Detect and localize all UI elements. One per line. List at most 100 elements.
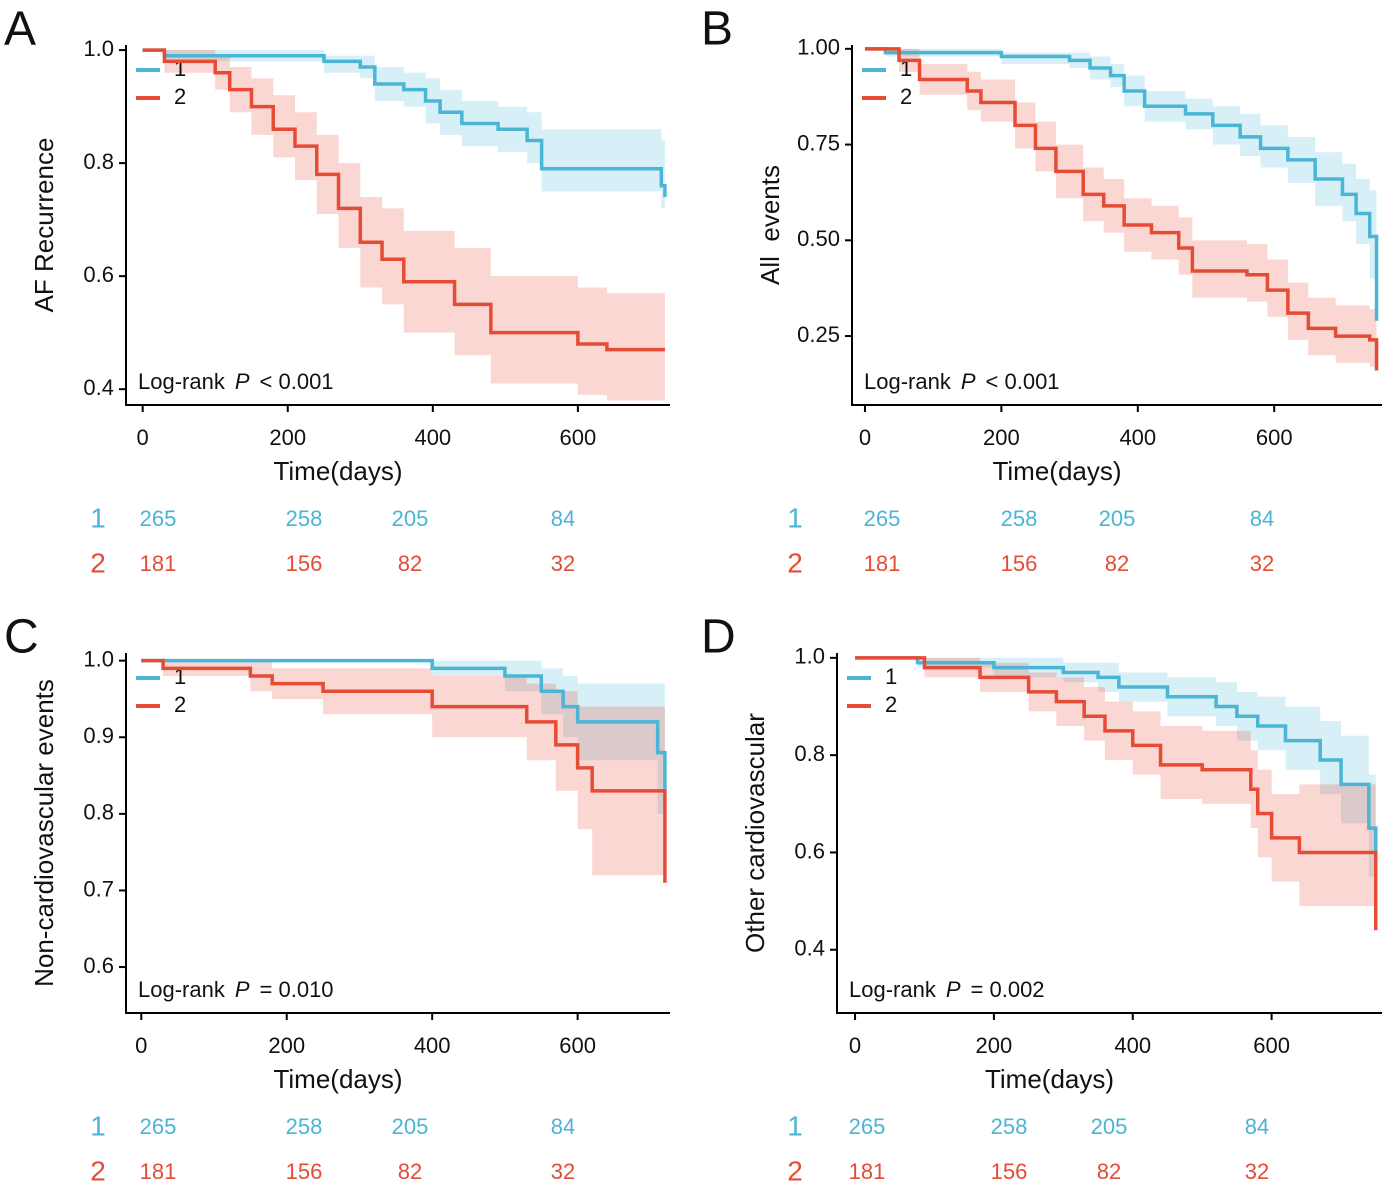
risk-row-label: 2 [787,1155,803,1186]
survival-curve [141,658,667,883]
x-tick-label: 400 [1114,1033,1151,1058]
x-axis-label: Time(days) [985,1064,1114,1094]
risk-count: 32 [1245,1159,1269,1184]
y-tick-label: 1.00 [797,35,840,60]
panel-label: D [701,611,736,664]
risk-row-label: 1 [90,502,106,533]
y-tick-label: 0.8 [83,149,114,174]
y-tick-label: 0.8 [794,741,825,766]
panel: A 1 1 265 258 205 84 2 2 181 156 82 32 0.4 0.6 0.8 1.0 0 2… [4,3,670,578]
x-tick-label: 200 [268,1033,305,1058]
risk-count: 82 [1097,1159,1121,1184]
annotation-part: < 0.001 [260,369,334,394]
confidence-band [141,660,665,876]
y-axis-label: Non-cardiovascular events [29,679,59,987]
annotation-part: Log-rank [849,977,937,1002]
y-tick-label: 0.9 [83,723,114,748]
risk-count: 258 [991,1114,1028,1139]
risk-count: 205 [1091,1114,1128,1139]
risk-count: 258 [1001,506,1038,531]
risk-count: 84 [1245,1114,1269,1139]
risk-count: 181 [140,1159,177,1184]
panel-label: C [4,611,39,664]
risk-row-label: 2 [90,1155,106,1186]
axis-line [851,45,1382,406]
risk-row-label: 2 [787,547,803,578]
x-tick-label: 400 [1119,425,1156,450]
risk-count: 265 [864,506,901,531]
annotation-part: Log-rank [138,977,226,1002]
annotation-part: Log-rank [864,369,952,394]
y-axis-label: All events [755,165,785,285]
risk-count: 32 [551,551,575,576]
panel-label: B [701,3,733,56]
annotation-part: Log-rank [138,369,226,394]
confidence-band [855,657,1376,877]
y-tick-label: 0.8 [83,800,114,825]
risk-row-label: 1 [787,502,803,533]
risk-row-label: 1 [787,1110,803,1141]
y-tick-label: 0.7 [83,876,114,901]
y-axis-label: AF Recurrence [29,138,59,313]
x-tick-label: 0 [135,1033,147,1058]
annotation-part: = 0.002 [971,977,1045,1002]
axis-line [125,45,670,406]
risk-count: 181 [864,551,901,576]
annotation: Log-rank P < 0.001 [138,369,334,394]
risk-count: 156 [1001,551,1038,576]
annotation-part: P [235,977,250,1002]
y-tick-label: 0.50 [797,226,840,251]
panel-label: A [4,3,36,56]
annotation: Log-rank P = 0.002 [849,977,1045,1002]
y-tick-label: 0.6 [83,262,114,287]
risk-count: 205 [392,1114,429,1139]
risk-count: 84 [551,1114,575,1139]
annotation: Log-rank P < 0.001 [864,369,1060,394]
confidence-band [864,48,1377,367]
survival-curve [142,48,665,352]
risk-count: 181 [849,1159,886,1184]
y-tick-label: 0.4 [83,375,114,400]
y-tick-label: 1.0 [794,644,825,669]
x-axis-label: Time(days) [992,456,1121,486]
risk-count: 265 [849,1114,886,1139]
x-axis-label: Time(days) [273,456,402,486]
x-tick-label: 400 [414,1033,451,1058]
x-tick-label: 600 [1256,425,1293,450]
x-tick-label: 200 [983,425,1020,450]
risk-count: 32 [1250,551,1274,576]
legend-label: 2 [885,692,897,717]
risk-count: 205 [1099,506,1136,531]
x-tick-label: 600 [1253,1033,1290,1058]
risk-count: 82 [398,1159,422,1184]
x-tick-label: 600 [559,1033,596,1058]
annotation-part: P [946,977,961,1002]
y-tick-label: 1.0 [83,36,114,61]
risk-row-label: 2 [90,547,106,578]
risk-count: 181 [140,551,177,576]
legend-label: 2 [900,84,912,109]
legend-label: 1 [885,664,897,689]
axis-line [836,653,1382,1014]
annotation: Log-rank P = 0.010 [138,977,334,1002]
y-tick-label: 0.4 [794,936,825,961]
annotation-part: P [961,369,976,394]
y-tick-label: 0.25 [797,322,840,347]
risk-count: 265 [140,506,177,531]
axis-line [125,653,670,1014]
legend-label: 2 [174,84,186,109]
x-tick-label: 0 [849,1033,861,1058]
risk-count: 265 [140,1114,177,1139]
x-tick-label: 600 [560,425,597,450]
confidence-band [864,48,1377,287]
y-tick-label: 0.6 [83,953,114,978]
survival-curve [864,47,1379,321]
y-tick-label: 1.0 [83,646,114,671]
y-tick-label: 0.75 [797,130,840,155]
x-tick-label: 0 [137,425,149,450]
risk-count: 156 [286,1159,323,1184]
y-tick-label: 0.6 [794,838,825,863]
